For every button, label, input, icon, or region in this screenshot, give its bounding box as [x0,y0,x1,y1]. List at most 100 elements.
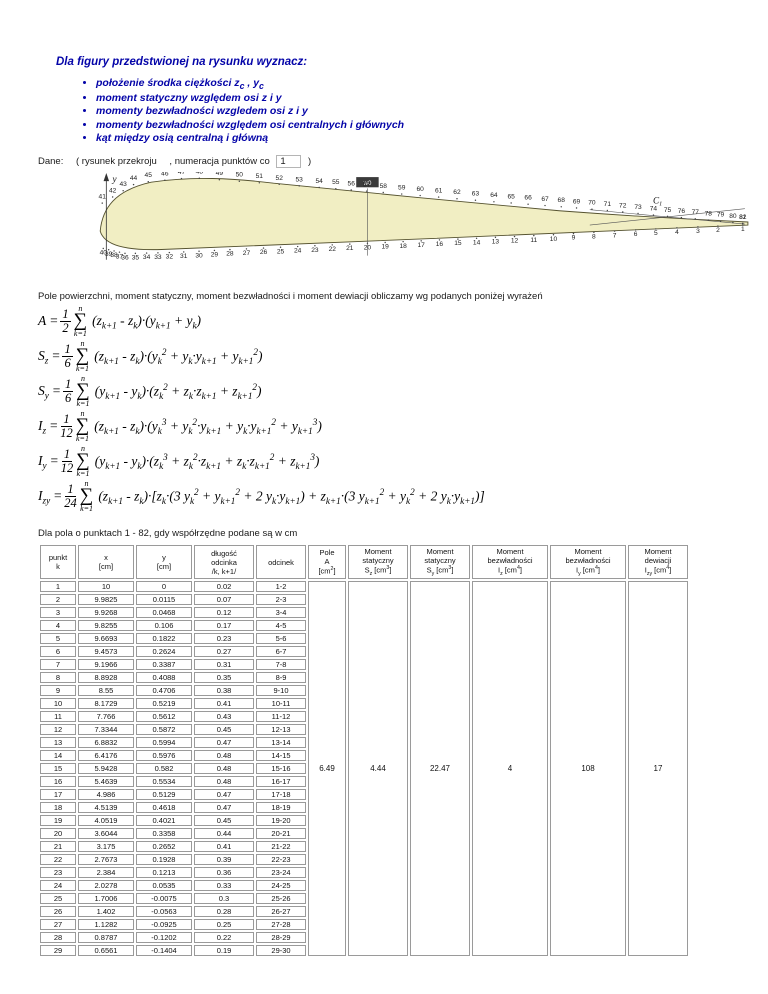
point-label: 75 [664,207,672,214]
table-cell: 0.47 [194,737,254,749]
point-dot [697,226,699,228]
point-dot [180,177,183,180]
point-label: 72 [619,202,627,209]
table-cell: 7-8 [256,659,306,671]
table-cell: 7.3344 [78,724,134,736]
point-dot [707,219,710,221]
point-dot [384,241,386,244]
table-cell: 0.39 [194,854,254,866]
point-dot [124,252,126,255]
point-label: 27 [243,250,251,257]
point-label: 50 [236,172,244,179]
point-dot [634,229,637,231]
point-label: 59 [398,184,406,191]
table-cell: 0.5219 [136,698,192,710]
table-cell: 22-23 [256,854,306,866]
formula-body: (zk+1 - zk)·[zk·(3 yk2 + yk+12 + 2 yk·yk… [98,486,485,507]
table-cell: 10-11 [256,698,306,710]
point-label: 21 [346,245,354,252]
table-cell: 0.0535 [136,880,192,892]
equals-sign: = [51,383,61,399]
point-label: 51 [256,173,264,180]
point-dot [118,251,121,253]
point-dot [132,183,135,186]
sum-operator: n ∑ k=1 [76,374,90,408]
table-cell: 7 [40,659,76,671]
point-label: 65 [507,193,515,200]
column-header: x [cm] [78,544,134,580]
table-cell: 0.1928 [136,854,192,866]
point-dot [349,243,351,245]
point-label: 35 [132,255,140,262]
point-label: 25 [277,248,285,255]
point-dot [213,249,216,252]
table-cell: 10 [78,581,134,593]
column-header: Pole A [cm2] [308,544,346,580]
table-cell: 0.38 [194,685,254,697]
table-cell: 29-30 [256,945,306,957]
table-row: 1 10 0 0.02 1-2 6.49 4.44 22.47 4 108 17 [40,581,688,957]
point-label: 78 [705,210,713,217]
point-label: 22 [329,246,337,253]
formula-body: (zk+1 - zk)·(yk3 + yk2·yk+1 + yk·yk+12 +… [94,416,322,437]
table-cell: 19 [40,815,76,827]
table-row: 12 7.3344 0.5872 0.45 12-13 [40,724,688,736]
point-label: 49 [216,172,224,177]
table-cell: 22 [40,854,76,866]
table-cell: 2.0278 [78,880,134,892]
point-label: 41 [99,194,107,201]
point-label: 61 [435,187,443,194]
table-row: 15 5.9428 0.582 0.48 15-16 [40,763,688,775]
point-dot [101,202,103,204]
points-step-input[interactable]: 1 [276,154,302,168]
table-cell: 4.986 [78,789,134,801]
summary-cell: 17 [628,581,688,957]
point-label: 38 [110,252,118,259]
point-label: 40 [100,250,108,257]
point-label: 71 [604,201,612,208]
table-cell: -0.0563 [136,906,192,918]
table-row: 27 1.1282 -0.0925 0.25 27-28 [40,919,688,931]
point-dot [400,193,403,195]
table-cell: 23 [40,867,76,879]
table-cell: 2 [40,594,76,606]
point-dot [111,196,114,198]
table-row: 25 1.7006 -0.0075 0.3 25-26 [40,893,688,905]
point-label: 5 [654,230,658,237]
formula-lhs: Sz [38,347,49,366]
column-header: Moment statyczny Sz [cm3] [348,544,408,580]
formula-iy: Iy = 1 12 n ∑ k=1 (yk+1 - yk)·(zk3 + zk2·zk+1 +… [38,444,768,479]
table-cell: 5-6 [256,633,306,645]
table-cell: 8-9 [256,672,306,684]
table-cell: 12 [40,724,76,736]
equals-sign: = [49,313,59,329]
table-cell: 7.766 [78,711,134,723]
table-row: 20 3.6044 0.3358 0.44 20-21 [40,828,688,840]
point-label: 30 [195,252,203,259]
point-label: 81 [739,214,747,221]
point-label: 42 [109,187,117,194]
fraction: 1 12 [60,446,74,475]
point-dot [591,208,593,210]
point-dot [513,235,516,238]
point-dot [350,189,352,191]
point-dot [560,206,562,208]
worksheet-page: Dla figury przedstwionej na rysunku wyzn… [0,0,768,958]
table-cell: 0.28 [194,906,254,918]
table-cell: 9.1966 [78,659,134,671]
point-dot [245,248,248,250]
point-dot [107,248,110,251]
table-cell: 28 [40,932,76,944]
point-dot [145,252,148,254]
table-cell: 6 [40,646,76,658]
point-dot [680,216,683,219]
table-cell: -0.0075 [136,893,192,905]
point-dot [278,183,280,186]
column-header: y [cm] [136,544,192,580]
point-dot [533,234,535,237]
table-row: 19 4.0519 0.4021 0.45 19-20 [40,815,688,827]
table-cell: 5.9428 [78,763,134,775]
point-dot [676,227,678,229]
point-label: 53 [296,176,304,183]
